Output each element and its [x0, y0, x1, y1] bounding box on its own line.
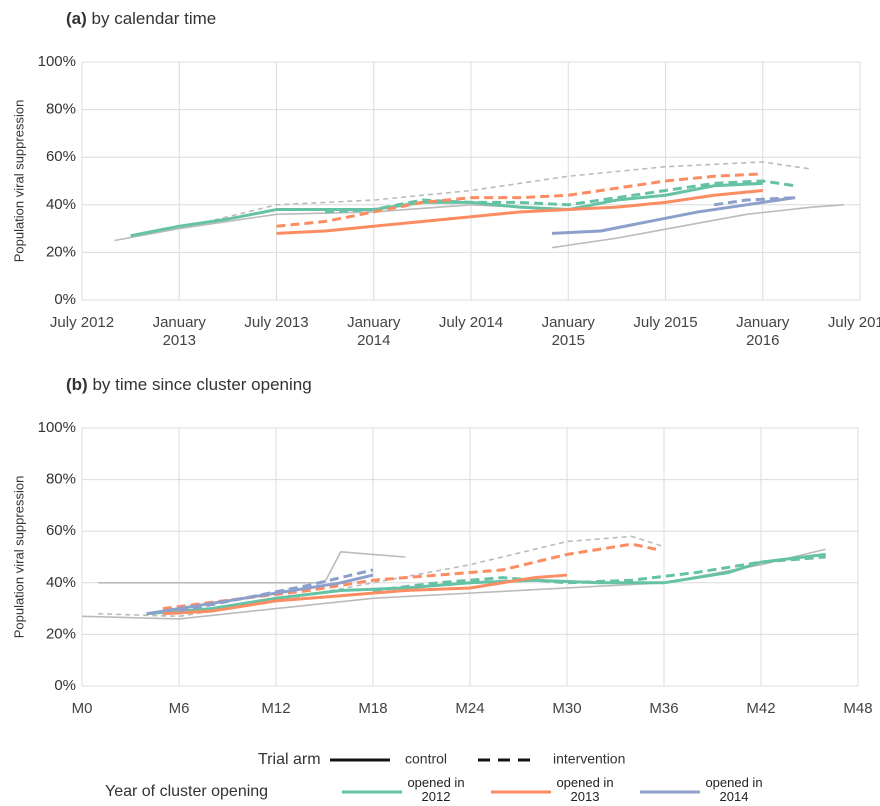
- y-tick-label: 80%: [46, 101, 76, 118]
- x-tick-label: July 2014: [438, 314, 504, 331]
- y-tick-label: 100%: [38, 53, 76, 70]
- x-tick-label: July 2015: [633, 314, 698, 331]
- x-tick-label: M12: [261, 700, 291, 717]
- y-axis-label: Population viral suppression: [11, 476, 26, 639]
- x-tick-label: M0: [71, 700, 93, 717]
- y-tick-label: 60%: [46, 522, 76, 539]
- x-tick-label: January 2013: [152, 314, 206, 349]
- x-tick-label: M36: [649, 700, 679, 717]
- x-tick-label: M18: [358, 700, 388, 717]
- x-tick-label: M24: [455, 700, 485, 717]
- y-tick-label: 0%: [54, 677, 76, 694]
- panel-title: (b) by time since cluster opening: [66, 375, 312, 394]
- y-tick-label: 60%: [46, 148, 76, 165]
- series-line: [81, 548, 826, 620]
- series-line: [713, 196, 796, 207]
- x-tick-label: M30: [552, 700, 582, 717]
- series-line: [162, 573, 568, 616]
- y-tick-label: 100%: [38, 419, 76, 436]
- series-line: [551, 196, 796, 235]
- x-tick-label: M48: [843, 700, 873, 717]
- series-line: [98, 535, 665, 618]
- x-tick-label: M42: [746, 700, 776, 717]
- series-line: [130, 181, 763, 238]
- series-line: [114, 204, 569, 242]
- legend-label: opened in 2013: [556, 775, 614, 804]
- y-tick-label: 0%: [54, 291, 76, 308]
- panel-title-text: by time since cluster opening: [92, 375, 311, 394]
- series-line: [178, 568, 374, 613]
- series-line: [551, 204, 844, 249]
- series-line: [276, 189, 763, 235]
- panel-tag: (b): [66, 375, 88, 394]
- legend-label: control: [405, 751, 447, 767]
- series-line: [372, 555, 826, 593]
- x-tick-label: January 2015: [541, 314, 595, 349]
- x-tick-label: July 2012: [49, 314, 115, 331]
- series-line: [276, 172, 763, 228]
- series-line: [179, 161, 812, 230]
- y-tick-label: 20%: [46, 243, 76, 260]
- panel-tag: (a): [66, 9, 87, 28]
- x-tick-label: M6: [168, 700, 190, 717]
- y-tick-label: 20%: [46, 625, 76, 642]
- panel-title-text: by calendar time: [92, 9, 217, 28]
- y-axis-label: Population viral suppression: [11, 100, 26, 263]
- series-line: [98, 551, 406, 584]
- x-tick-label: January 2014: [347, 314, 401, 349]
- x-tick-label: January 2016: [736, 314, 790, 349]
- legend-label: opened in 2012: [407, 775, 465, 804]
- y-tick-label: 40%: [46, 574, 76, 591]
- x-tick-label: July 2013: [244, 314, 309, 331]
- x-tick-label: July 2016: [827, 314, 880, 331]
- y-tick-label: 40%: [46, 196, 76, 213]
- legend-title: Trial arm: [258, 751, 321, 768]
- panel-title: (a) by calendar time: [66, 9, 216, 28]
- legend-title: Year of cluster opening: [105, 783, 268, 800]
- legend-label: opened in 2014: [705, 775, 763, 804]
- y-tick-label: 80%: [46, 471, 76, 488]
- series-line: [325, 179, 796, 214]
- legend-label: intervention: [553, 751, 625, 767]
